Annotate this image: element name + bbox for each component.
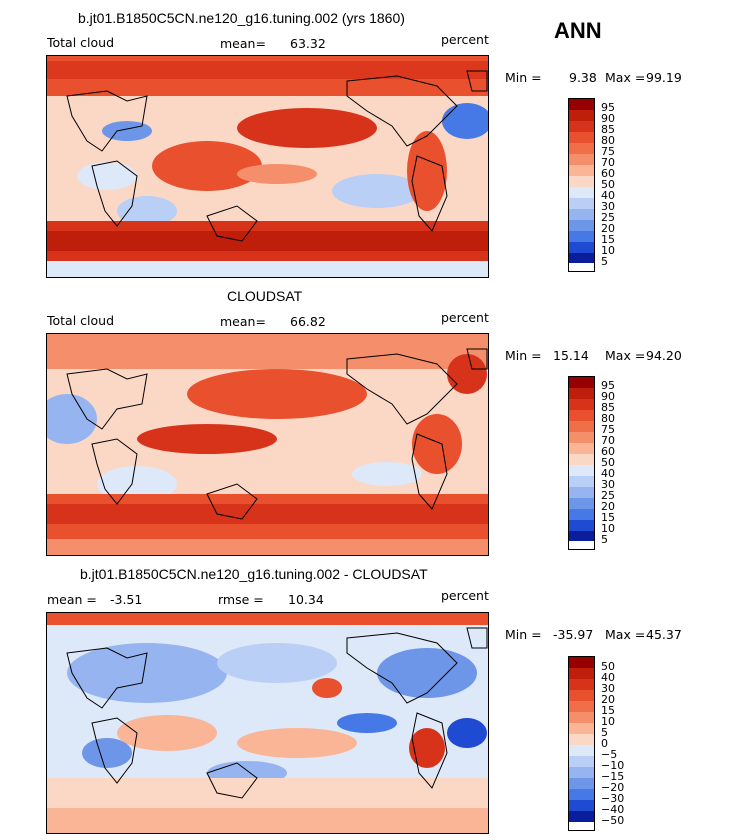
panel1-mean-label: mean=	[220, 36, 266, 51]
season-label: ANN	[554, 18, 602, 43]
panel2-max-value: 94.20	[646, 348, 682, 363]
panel1-variable: Total cloud	[47, 35, 115, 50]
panel2-variable: Total cloud	[47, 313, 115, 328]
cbar-label: 10	[601, 244, 615, 257]
panel2-mean-value: 66.82	[290, 314, 326, 329]
panel2-units: percent	[441, 310, 489, 325]
cbar-label: 30	[601, 200, 615, 213]
panel2-min-label: Min =	[505, 348, 542, 363]
cbar-label: −15	[601, 770, 625, 783]
cbar-label: 75	[601, 423, 615, 436]
cbar-label: 30	[601, 478, 615, 491]
panel3-units: percent	[441, 588, 489, 603]
cbar-label: 85	[601, 123, 615, 136]
cbar-label: 10	[601, 522, 615, 535]
cbar-label: 15	[601, 511, 615, 524]
panel1-cloud-map	[46, 55, 489, 278]
cbar-label: 75	[601, 145, 615, 158]
cbar-label: 60	[601, 445, 615, 458]
cbar-label: 80	[601, 134, 615, 147]
cbar-label: 90	[601, 112, 615, 125]
cbar-label: 95	[601, 101, 615, 114]
panel3-min-label: Min =	[505, 627, 542, 642]
cbar-label: 20	[601, 222, 615, 235]
cbar-label: −40	[601, 803, 625, 816]
panel3-mean-label: mean =	[47, 592, 97, 607]
panel1-mean-value: 63.32	[290, 36, 326, 51]
panel1-title: b.jt01.B1850C5CN.ne120_g16.tuning.002 (y…	[78, 10, 405, 26]
cbar-label: 85	[601, 401, 615, 414]
cbar-label: 50	[601, 178, 615, 191]
cbar-label: 40	[601, 671, 615, 684]
panel1-max-label: Max =	[605, 70, 646, 85]
panel1-units: percent	[441, 32, 489, 47]
cbar-label: 95	[601, 379, 615, 392]
panel3-min-value: -35.97	[553, 627, 594, 642]
panel3-title: b.jt01.B1850C5CN.ne120_g16.tuning.002 - …	[80, 566, 428, 582]
panel3-rmse-value: 10.34	[288, 592, 324, 607]
panel1-colorbar	[568, 98, 595, 272]
panel1-min-value: 9.38	[569, 70, 597, 85]
cbar-label: −5	[601, 748, 618, 761]
panel1-min-label: Min =	[505, 70, 542, 85]
cbar-label: −50	[601, 814, 625, 827]
cbar-label: 25	[601, 211, 615, 224]
panel3-colorbar	[568, 656, 595, 831]
cbar-label: −10	[601, 759, 625, 772]
cbar-label: 90	[601, 390, 615, 403]
cbar-label: 70	[601, 434, 615, 447]
cbar-label: −20	[601, 781, 625, 794]
cbar-label: 5	[601, 533, 608, 546]
panel3-mean-value: -3.51	[110, 592, 143, 607]
panel3-max-label: Max =	[605, 627, 646, 642]
cbar-label: 70	[601, 156, 615, 169]
cbar-label: 5	[601, 255, 608, 268]
panel2-title: CLOUDSAT	[227, 288, 303, 304]
cbar-label: 15	[601, 233, 615, 246]
panel2-max-label: Max =	[605, 348, 646, 363]
cbar-label: 15	[601, 704, 615, 717]
cbar-label: 25	[601, 489, 615, 502]
cbar-label: −30	[601, 792, 625, 805]
cbar-label: 5	[601, 726, 608, 739]
cbar-label: 40	[601, 467, 615, 480]
cbar-label: 20	[601, 500, 615, 513]
cbar-label: 40	[601, 189, 615, 202]
panel1-max-value: 99.19	[646, 70, 682, 85]
panel2-colorbar	[568, 376, 595, 550]
cbar-label: 50	[601, 660, 615, 673]
panel2-mean-label: mean=	[220, 314, 266, 329]
panel3-difference-map	[46, 612, 489, 834]
panel2-min-value: 15.14	[553, 348, 589, 363]
panel3-max-value: 45.37	[646, 627, 682, 642]
cbar-label: 10	[601, 715, 615, 728]
cbar-label: 80	[601, 412, 615, 425]
panel2-cloud-map	[46, 333, 489, 556]
cbar-label: 20	[601, 693, 615, 706]
panel3-rmse-label: rmse =	[218, 592, 264, 607]
cbar-label: 30	[601, 682, 615, 695]
cbar-label: 0	[601, 737, 608, 750]
cbar-label: 50	[601, 456, 615, 469]
cbar-label: 60	[601, 167, 615, 180]
